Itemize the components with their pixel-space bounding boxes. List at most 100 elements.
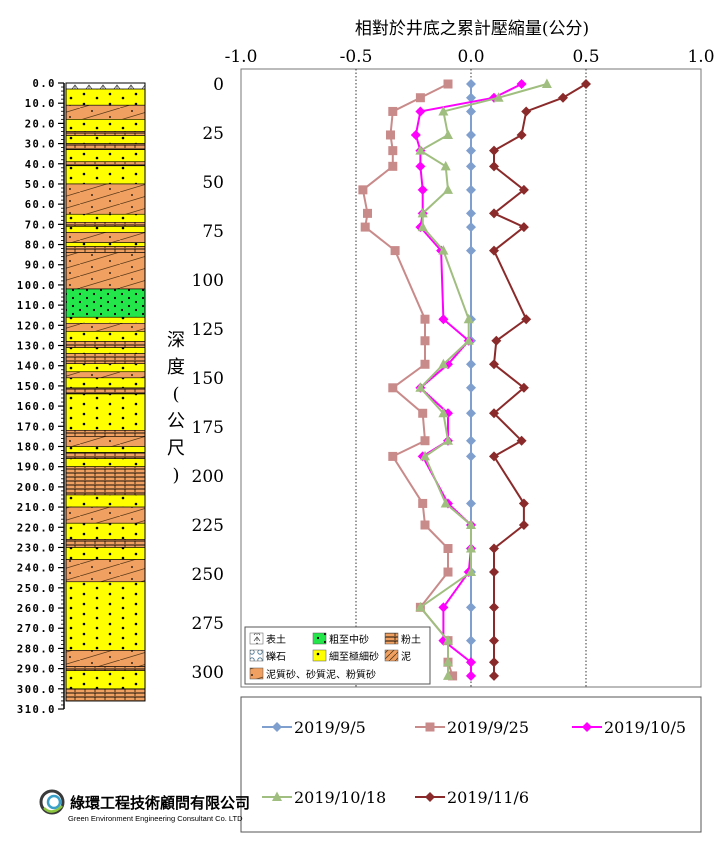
strat-depth-label: 230.0 [17,542,56,554]
data-point [489,670,499,681]
data-point [420,336,430,346]
data-point [443,79,453,89]
soil-legend-item-clay: 泥 [384,649,411,663]
legend-marker [582,722,592,732]
soil-label: 礫石 [266,650,286,663]
strat-depth-label: 150.0 [17,381,56,393]
strat-layer-fine-sand [65,135,146,144]
legend-entry: 2019/10/18 [262,788,386,807]
data-point [388,146,398,156]
strat-depth-label: 90.0 [25,260,56,272]
data-point [518,222,529,233]
data-point [418,408,428,418]
logo-inner-icon [46,794,62,810]
data-point [448,671,458,681]
soil-swatch [249,632,264,645]
y-tick-label: 275 [192,614,224,634]
company-logo [39,789,65,815]
data-point [489,657,499,668]
data-point [489,245,499,256]
data-point [516,79,527,89]
strat-layer-silt [65,161,146,167]
legend-entry: 2019/10/5 [572,718,686,737]
data-point [440,160,451,171]
strat-layer-fine-sand [65,446,146,453]
soil-swatch [249,667,264,680]
soil-swatch [384,632,399,645]
data-point [417,221,428,232]
data-point [489,451,499,462]
data-point [489,408,499,419]
strat-layer-silt [65,131,146,136]
data-point [466,451,476,462]
soil-legend-item-silty-sand: 泥質砂、砂質泥、粉質砂 [249,667,376,681]
strat-layer-fine-sand [65,226,146,233]
data-point [443,544,453,554]
legend-marker [272,791,282,801]
strat-layer-fine-sand [65,149,146,163]
data-point [438,105,449,116]
data-point [438,358,449,369]
y-tick-label: 25 [202,124,224,144]
soil-swatch [312,632,327,645]
data-point [388,106,398,116]
data-point [489,567,499,578]
strat-depth-label: 120.0 [17,320,56,332]
data-point [466,222,476,233]
y-tick-label: 250 [192,565,224,585]
data-point [489,359,499,370]
data-point [466,657,476,668]
strat-layer-silty-sand [65,371,146,379]
logo-ring-icon [39,789,65,815]
strat-layer-silt [65,143,146,150]
series-legend-box [240,696,702,833]
strat-layer-silt [65,341,146,348]
data-point [491,335,502,346]
legend-label: 2019/9/5 [294,718,366,737]
data-point [521,314,532,325]
strat-depth-label: 140.0 [17,361,56,373]
data-point [489,635,499,646]
strat-depth-label: 280.0 [17,643,56,655]
data-point [466,79,476,89]
strat-depth-label: 10.0 [25,98,56,110]
data-point [489,543,499,554]
strat-layer-silty-sand [65,436,146,447]
strat-depth-label: 110.0 [17,300,56,312]
legend-entry: 2019/9/5 [262,718,366,737]
data-point [443,656,453,667]
strat-depth-label: 0.0 [33,78,56,90]
data-point [466,382,476,393]
strat-layer-silty-sand [65,183,146,215]
data-point [443,435,453,445]
chart-title: 相對於井底之累計壓縮量(公分) [355,19,589,39]
data-point [518,184,529,195]
data-point [466,408,476,419]
soil-legend-item-topsoil: 表土 [249,632,286,646]
data-point [466,635,476,646]
data-point [518,498,529,509]
legend-marker [425,722,435,732]
y-axis-ticks: 0 25 50 75 100 125 150 175 200 225 250 275 300 [192,75,224,683]
strat-layer-fine-sand [65,547,146,560]
strat-layer-silt [65,539,146,548]
data-point [438,407,449,418]
strat-layer-silt [65,452,146,459]
company-name-en: Green Environment Engineering Consultant… [68,814,243,823]
strat-layer-fine-sand [65,581,146,651]
soil-label: 泥質砂、砂質泥、粉質砂 [266,668,376,681]
strat-depth-label: 60.0 [25,199,56,211]
data-point [466,359,476,370]
x-tick-label: 1.0 [687,47,714,67]
soil-legend-item-silt: 粉土 [384,632,421,646]
strat-depth-label: 270.0 [17,623,56,635]
y-tick-label: 300 [192,663,224,683]
data-point [466,566,476,577]
data-point [415,161,426,172]
data-point [466,106,476,117]
series-layer [358,78,591,681]
strat-layer-fine-sand [65,393,146,431]
